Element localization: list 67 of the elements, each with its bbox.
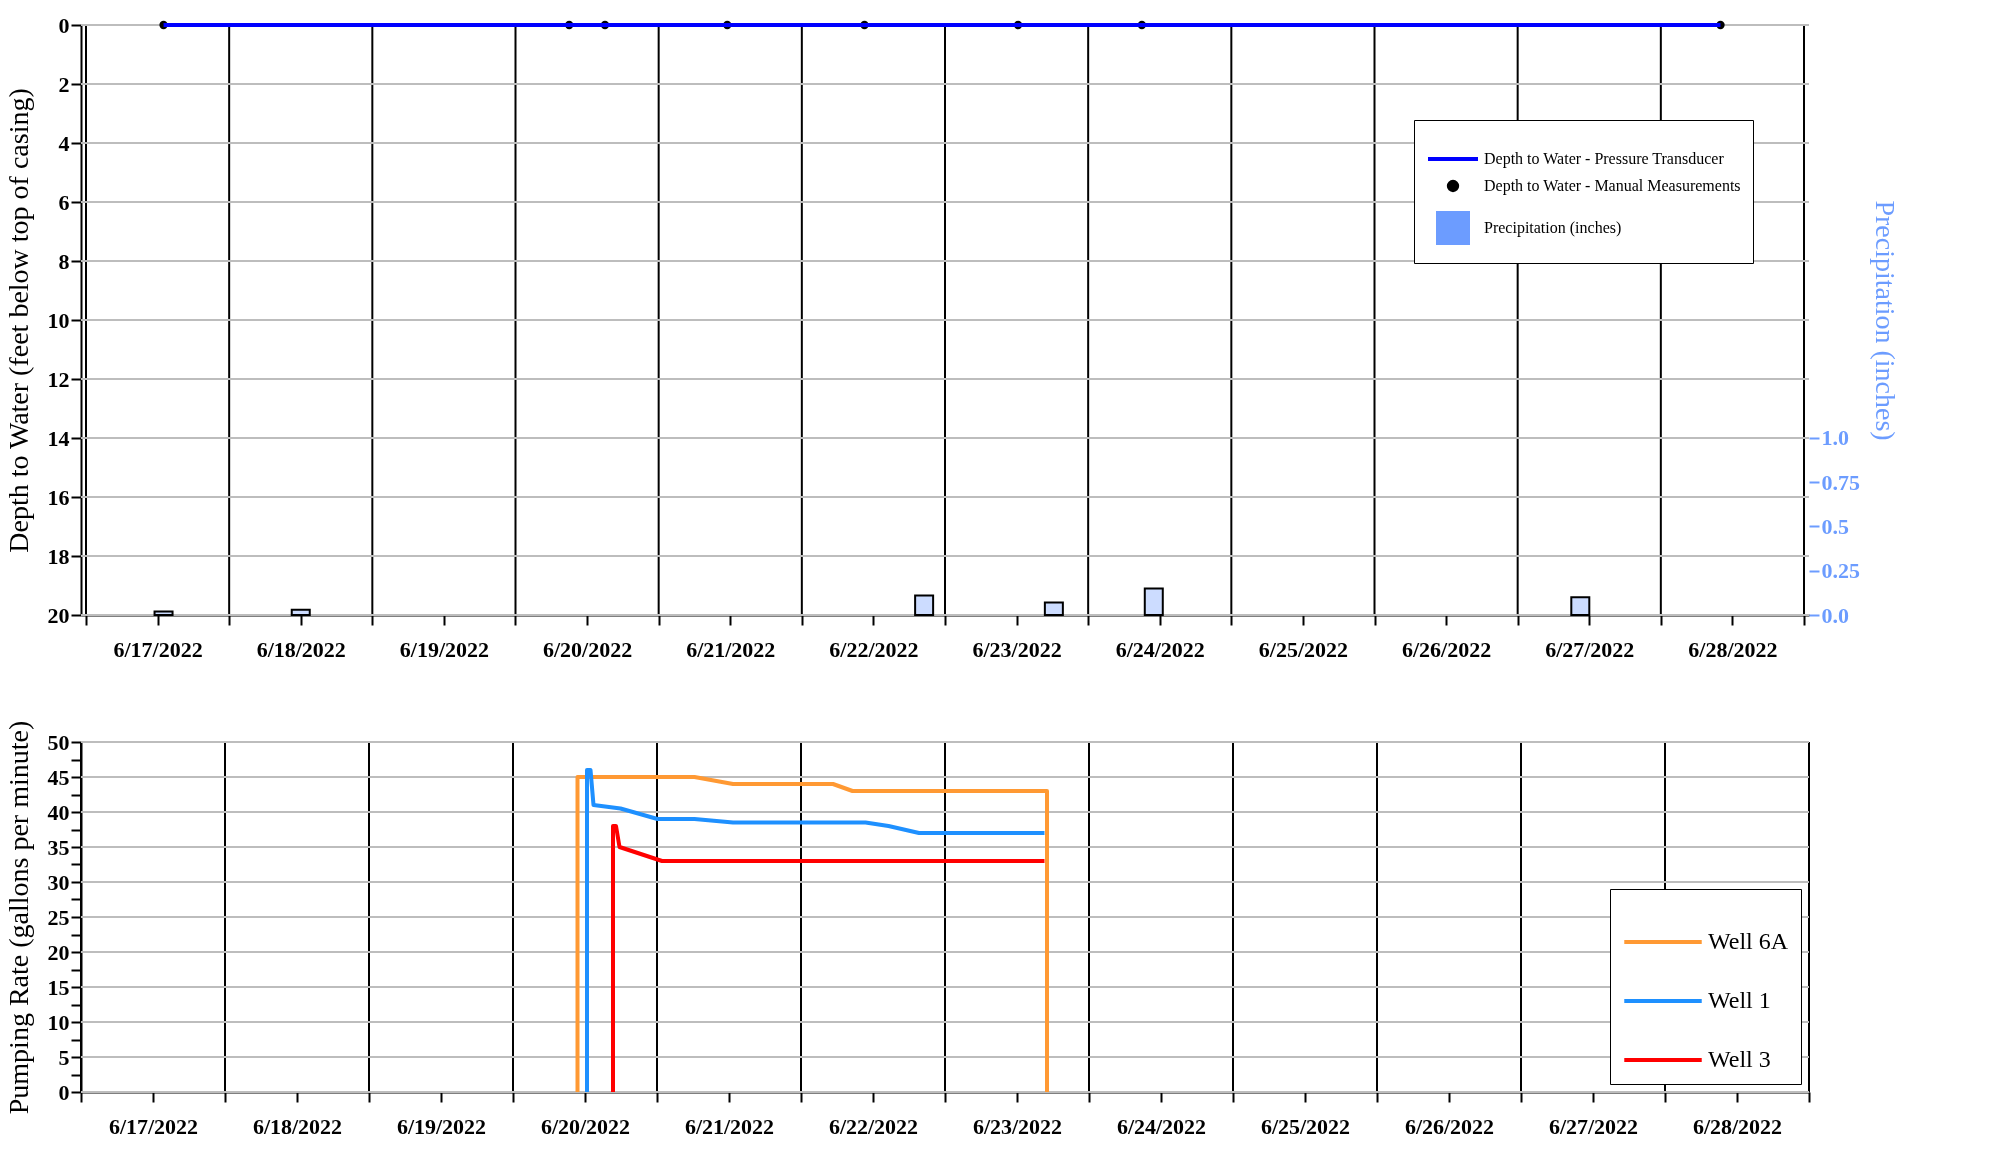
y-tick-label: 40 <box>47 799 70 825</box>
x-tick-label: 6/26/2022 <box>1404 1113 1495 1139</box>
y-axis-title: Pumping Rate (gallons per minute) <box>2 720 34 1115</box>
legend-label: Depth to Water - Pressure Transducer <box>1484 150 1725 168</box>
y-tick-label: 10 <box>47 1009 70 1035</box>
x-tick-label: 6/22/2022 <box>829 636 919 662</box>
y-tick-label: 16 <box>47 484 70 510</box>
x-tick-label: 6/17/2022 <box>108 1113 199 1139</box>
legend-label: Depth to Water - Manual Measurements <box>1484 177 1741 195</box>
x-tick-label: 6/25/2022 <box>1260 1113 1351 1139</box>
x-tick-label: 6/28/2022 <box>1692 1113 1783 1139</box>
y-tick-label: 5 <box>58 1044 70 1070</box>
x-tick-label: 6/27/2022 <box>1548 1113 1639 1139</box>
y-tick-label: 12 <box>47 366 70 392</box>
y-tick-label: 0 <box>58 1079 70 1105</box>
y-tick-label: 4 <box>58 130 70 156</box>
y-tick-label: 50 <box>47 729 70 755</box>
y-tick-label: 0 <box>58 12 70 38</box>
bar <box>290 608 311 616</box>
legend-label: Precipitation (inches) <box>1484 219 1622 237</box>
x-tick-label: 6/25/2022 <box>1258 636 1349 662</box>
y2-tick-label: 0.25 <box>1821 558 1860 584</box>
bar <box>914 594 935 616</box>
bar <box>1143 587 1164 616</box>
y2-axis-title: Precipitation (inches) <box>1870 200 1901 441</box>
bar <box>1043 601 1064 616</box>
y-tick-label: 30 <box>47 869 70 895</box>
y-tick-label: 25 <box>47 904 70 930</box>
x-tick-label: 6/28/2022 <box>1688 636 1778 662</box>
x-tick-label: 6/26/2022 <box>1401 636 1492 662</box>
bar <box>153 610 174 616</box>
x-tick-label: 6/21/2022 <box>684 1113 775 1139</box>
x-tick-label: 6/24/2022 <box>1115 636 1205 662</box>
y2-tick-label: 1.0 <box>1821 425 1849 451</box>
x-tick-label: 6/22/2022 <box>828 1113 919 1139</box>
y-tick-label: 8 <box>58 248 70 274</box>
x-tick-label: 6/19/2022 <box>399 636 490 662</box>
x-tick-label: 6/18/2022 <box>252 1113 343 1139</box>
x-tick-label: 6/23/2022 <box>972 1113 1063 1139</box>
y2-tick-label: 0.0 <box>1821 602 1849 628</box>
y-tick-label: 15 <box>47 974 70 1000</box>
y-tick-label: 35 <box>47 834 70 860</box>
x-tick-label: 6/20/2022 <box>540 1113 631 1139</box>
x-tick-label: 6/18/2022 <box>256 636 346 662</box>
y-tick-label: 18 <box>47 543 70 569</box>
legend-label: Well 3 <box>1708 1046 1771 1072</box>
x-tick-label: 6/17/2022 <box>113 636 203 662</box>
x-tick-label: 6/20/2022 <box>542 636 633 662</box>
x-tick-label: 6/23/2022 <box>972 636 1062 662</box>
y-tick-label: 10 <box>47 307 70 333</box>
legend-label: Well 1 <box>1708 987 1771 1013</box>
x-tick-label: 6/19/2022 <box>396 1113 487 1139</box>
line-series <box>611 824 1047 1094</box>
y-tick-label: 14 <box>47 425 70 451</box>
x-tick-label: 6/21/2022 <box>686 636 776 662</box>
bar <box>1570 596 1591 616</box>
x-tick-label: 6/27/2022 <box>1545 636 1635 662</box>
y2-tick-label: 0.5 <box>1821 513 1849 539</box>
y-tick-label: 20 <box>47 602 70 628</box>
legend-label: Well 6A <box>1708 928 1789 954</box>
y-tick-label: 2 <box>58 71 70 97</box>
y-tick-label: 20 <box>47 939 70 965</box>
y-tick-label: 6 <box>58 189 70 215</box>
y-axis-title: Depth to Water (feet below top of casing) <box>2 88 34 553</box>
y2-tick-label: 0.75 <box>1821 469 1860 495</box>
x-tick-label: 6/24/2022 <box>1116 1113 1207 1139</box>
y-tick-label: 45 <box>47 764 70 790</box>
